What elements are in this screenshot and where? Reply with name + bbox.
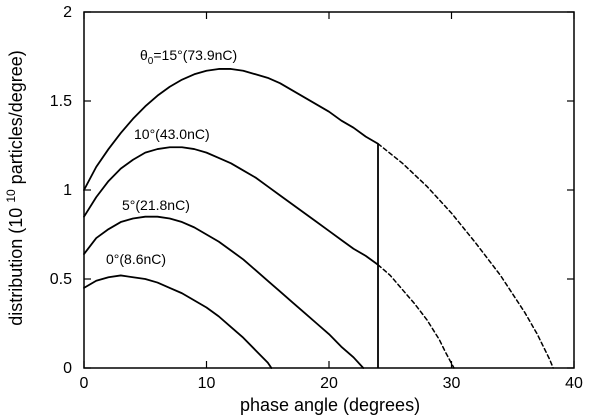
curve-label-10deg: 10°(43.0nC) bbox=[134, 126, 210, 142]
y-axis-label-suffix: particles/degree) bbox=[6, 50, 26, 184]
y-tick-label-1: 1 bbox=[63, 182, 72, 199]
y-tick-label-1_5: 1.5 bbox=[50, 93, 72, 110]
series-0-solid-line bbox=[83, 68, 379, 191]
series-0-dashed-line bbox=[377, 142, 554, 369]
series-3-solid-line bbox=[83, 274, 273, 369]
x-axis-label: phase angle (degrees) bbox=[240, 395, 420, 415]
series-1-dashed-line bbox=[377, 264, 455, 369]
series-2-solid-line bbox=[83, 215, 365, 369]
y-tick-label-2: 2 bbox=[63, 4, 72, 21]
x-tick-label-10: 10 bbox=[198, 375, 216, 392]
curve-label-15deg-prefix: θ bbox=[140, 47, 148, 63]
curve-label-5deg: 5°(21.8nC) bbox=[122, 197, 190, 213]
y-axis-label-exponent: 10 bbox=[4, 189, 18, 203]
x-tick-label-30: 30 bbox=[443, 375, 461, 392]
plot-area: 0 10 20 30 40 0 0.5 1 1.5 2 bbox=[50, 4, 583, 392]
x-tick-label-20: 20 bbox=[320, 375, 338, 392]
curve-label-0deg: 0°(8.6nC) bbox=[106, 251, 166, 267]
x-tick-label-40: 40 bbox=[565, 375, 583, 392]
curve-label-15deg-suffix: =15°(73.9nC) bbox=[153, 47, 237, 63]
y-tick-label-0_5: 0.5 bbox=[50, 271, 72, 288]
series-1-solid-line bbox=[83, 146, 379, 266]
curve-label-15deg-subscript: 0 bbox=[148, 56, 154, 67]
curve-label-15deg: θ0=15°(73.9nC) bbox=[140, 47, 237, 67]
x-tick-label-0: 0 bbox=[80, 375, 89, 392]
plot-frame bbox=[83, 11, 575, 369]
y-axis-label: distribution (10 10 particles/degree) bbox=[0, 50, 26, 326]
y-axis-label-prefix: distribution (10 bbox=[6, 208, 26, 326]
y-tick-label-0: 0 bbox=[63, 360, 72, 377]
